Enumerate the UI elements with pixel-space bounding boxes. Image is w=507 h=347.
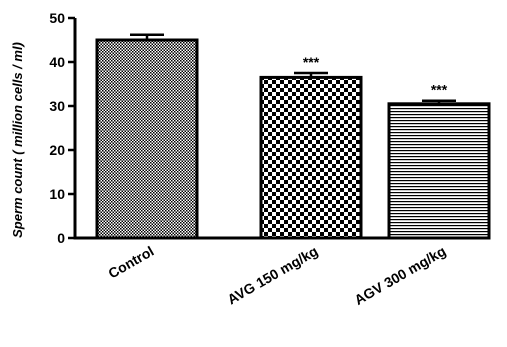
y-tick-label: 50 — [49, 10, 65, 26]
significance-marker: *** — [431, 82, 448, 98]
x-tick-label: Control — [105, 243, 156, 282]
x-axis-labels: Control AVG 150 mg/kg AGV 300 mg/kg — [105, 243, 448, 308]
x-tick-label: AGV 300 mg/kg — [352, 243, 449, 308]
y-tick-label: 40 — [49, 54, 65, 70]
bar — [95, 38, 199, 240]
bars: *** *** — [95, 33, 491, 240]
y-tick-label: 30 — [49, 98, 65, 114]
y-tick-label: 20 — [49, 142, 65, 158]
y-axis-ticks: 0 10 20 30 40 50 — [49, 10, 75, 246]
x-tick-label: AVG 150 mg/kg — [224, 243, 320, 308]
bar — [387, 102, 491, 240]
significance-marker: *** — [303, 54, 320, 70]
y-tick-label: 10 — [49, 186, 65, 202]
y-tick-label: 0 — [57, 230, 65, 246]
y-axis-title: Sperm count ( million cells / ml) — [10, 42, 25, 238]
bar — [259, 75, 363, 240]
